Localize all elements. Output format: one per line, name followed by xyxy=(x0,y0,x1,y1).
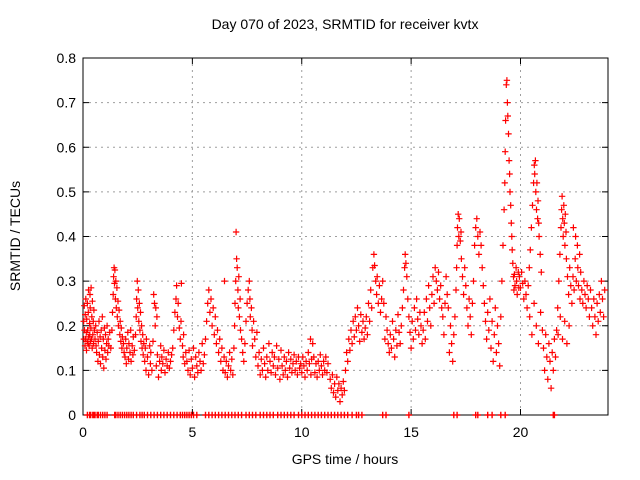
y-tick-label: 0.7 xyxy=(57,95,77,111)
x-tick-label: 5 xyxy=(188,424,196,440)
y-axis-label: SRMTID / TECUs xyxy=(7,181,23,291)
y-tick-label: 0 xyxy=(68,407,76,423)
zero-data-points xyxy=(84,411,558,419)
y-tick-label: 0.4 xyxy=(57,229,77,245)
data-points xyxy=(80,77,608,405)
axis-layer: 0 5 10 15 20 0 0.1 0.2 0.3 0.4 0.5 0.6 0.7 0.8 xyxy=(57,50,609,440)
x-tick-label: 20 xyxy=(513,424,529,440)
y-tick-label: 0.8 xyxy=(57,50,77,66)
x-tick-label: 0 xyxy=(79,424,87,440)
data-layer xyxy=(80,77,608,419)
x-tick-label: 10 xyxy=(294,424,310,440)
y-tick-label: 0.6 xyxy=(57,139,77,155)
x-axis-label: GPS time / hours xyxy=(292,451,399,467)
chart-title: Day 070 of 2023, SRMTID for receiver kvt… xyxy=(212,16,479,32)
y-tick-label: 0.2 xyxy=(57,318,77,334)
y-tick-label: 0.1 xyxy=(57,362,77,378)
y-tick-label: 0.3 xyxy=(57,273,77,289)
y-tick-label: 0.5 xyxy=(57,184,77,200)
x-tick-label: 15 xyxy=(403,424,419,440)
